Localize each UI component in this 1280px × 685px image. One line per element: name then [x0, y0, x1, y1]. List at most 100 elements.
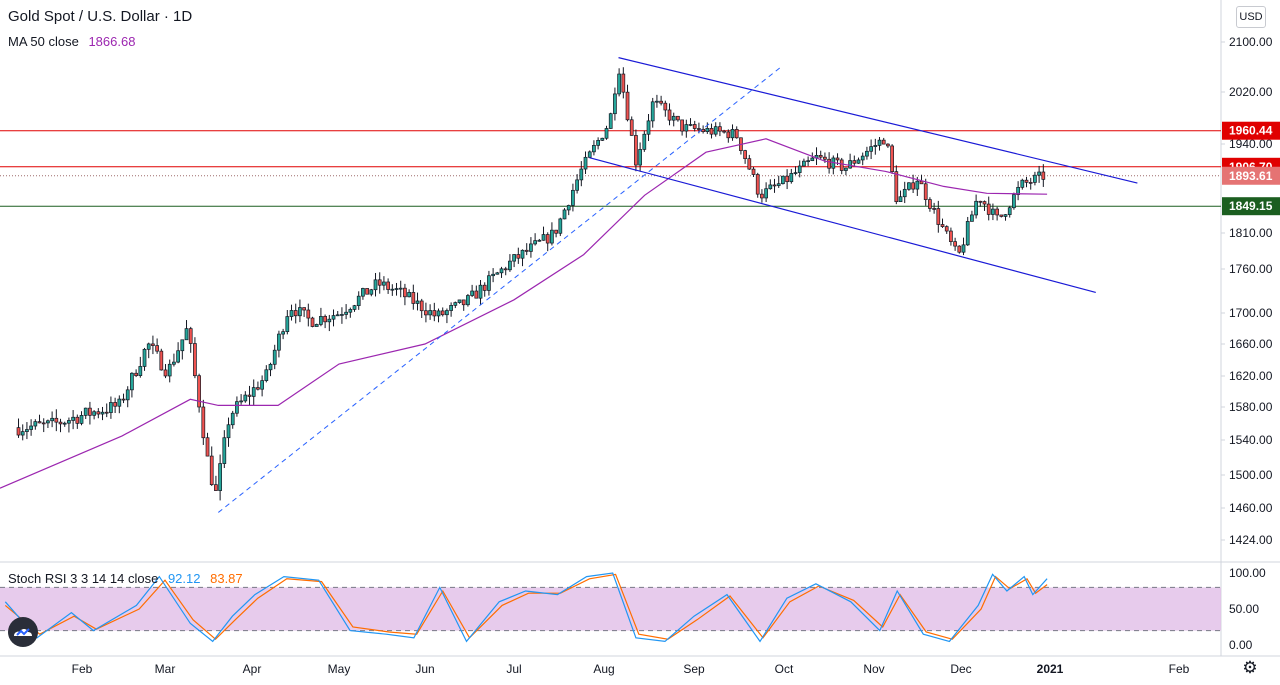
- time-tick-label: Nov: [863, 662, 884, 676]
- candle-down: [58, 421, 63, 425]
- tradingview-logo-icon[interactable]: [8, 617, 38, 647]
- price-tick-label: 2100.00: [1229, 35, 1273, 49]
- price-label-box: [1222, 166, 1280, 185]
- candle-up: [604, 128, 609, 139]
- candle-up: [25, 429, 29, 432]
- candle-down: [163, 369, 168, 377]
- candle-up: [520, 249, 525, 259]
- candle-up: [713, 126, 718, 135]
- candle-up: [398, 287, 403, 290]
- candle-down: [432, 310, 437, 317]
- candle-up: [650, 101, 655, 122]
- candle-down: [403, 287, 407, 298]
- candle-down: [411, 292, 416, 304]
- time-tick-label: Oct: [775, 662, 794, 676]
- candle-up: [167, 363, 172, 377]
- candle-down: [890, 145, 894, 172]
- price-label-resistance-1960: 1960.44: [1222, 121, 1280, 140]
- candle-down: [944, 226, 949, 232]
- candle-up: [877, 139, 882, 146]
- candle-up: [869, 146, 873, 152]
- candle-down: [545, 234, 550, 244]
- candle-up: [20, 431, 25, 436]
- candle-down: [424, 310, 428, 316]
- candle-down: [680, 119, 684, 132]
- candle-down: [634, 135, 638, 166]
- candle-down: [310, 317, 315, 327]
- candle-down: [919, 180, 924, 185]
- candle-down: [419, 300, 424, 312]
- currency-button[interactable]: USD: [1236, 6, 1266, 28]
- candle-down: [37, 421, 42, 424]
- candle-up: [617, 73, 621, 95]
- dashed-trendline: [218, 66, 782, 513]
- price-label-last-price: 1893.61: [1222, 166, 1280, 185]
- candle-up: [768, 184, 773, 190]
- channel-lower-line: [589, 157, 1096, 294]
- candle-down: [155, 345, 159, 352]
- candle-up: [848, 160, 852, 169]
- candle-up: [512, 254, 516, 262]
- candle-up: [130, 372, 134, 391]
- candle-up: [646, 120, 651, 135]
- candle-up: [382, 281, 386, 286]
- candle-up: [415, 300, 420, 304]
- gear-icon[interactable]: ⚙: [1242, 658, 1258, 677]
- candle-up: [810, 157, 815, 162]
- candle-down: [293, 310, 298, 317]
- price-tick-label: 1460.00: [1229, 501, 1273, 515]
- candle-down: [818, 155, 823, 158]
- candle-down: [936, 208, 941, 225]
- candle-up: [331, 315, 336, 320]
- candle-down: [1024, 179, 1029, 183]
- stoch-k-line: [4, 572, 1048, 643]
- candle-down: [1041, 171, 1046, 180]
- candle-down: [474, 290, 479, 299]
- candle-up: [730, 129, 735, 139]
- candle-up: [268, 363, 273, 371]
- candle-up: [860, 155, 865, 161]
- price-tick-label: 1424.00: [1229, 533, 1273, 547]
- candle-down: [629, 119, 634, 136]
- candle-up: [67, 420, 71, 424]
- candle-up: [117, 398, 122, 407]
- candle-down: [482, 284, 487, 291]
- candle-down: [995, 208, 999, 216]
- candle-down: [760, 193, 764, 199]
- candle-up: [487, 275, 491, 291]
- candle-up: [92, 411, 96, 416]
- stoch-k-value: 92.12: [167, 571, 201, 586]
- candle-down: [440, 310, 445, 316]
- time-tick-label: Jul: [506, 662, 521, 676]
- candle-up: [1003, 214, 1008, 217]
- candle-up: [230, 412, 235, 426]
- time-tick-label: Aug: [593, 662, 614, 676]
- candle-down: [676, 115, 680, 121]
- candle-up: [466, 295, 470, 306]
- price-tick-label: 1940.00: [1229, 137, 1273, 151]
- candle-up: [873, 145, 878, 147]
- candle-down: [209, 455, 214, 486]
- candle-up: [1007, 207, 1012, 215]
- candle-up: [146, 343, 151, 350]
- candle-up: [844, 167, 848, 171]
- candle-down: [134, 372, 138, 376]
- candle-up: [781, 175, 785, 185]
- candle-down: [718, 126, 722, 132]
- candle-down: [96, 411, 101, 415]
- candle-up: [550, 229, 554, 244]
- candle-down: [957, 245, 962, 253]
- ma-legend: MA 50 close 1866.68: [8, 34, 135, 49]
- candle-up: [218, 463, 222, 491]
- candle-down: [932, 208, 936, 210]
- candle-up: [491, 273, 495, 277]
- candle-down: [88, 407, 92, 416]
- candle-down: [247, 394, 252, 397]
- candle-up: [1037, 171, 1041, 176]
- candle-up: [470, 290, 474, 296]
- candle-down: [159, 350, 164, 371]
- price-label-text: 1893.61: [1229, 169, 1273, 183]
- candle-down: [755, 174, 760, 195]
